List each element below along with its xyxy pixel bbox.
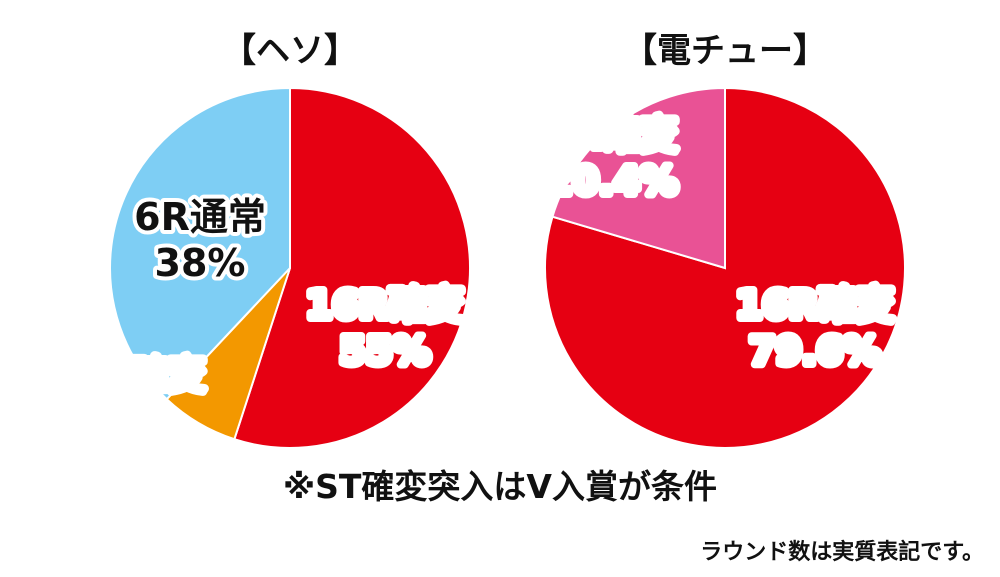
pie-denchu bbox=[544, 86, 906, 449]
pie-slice-0-0 bbox=[233, 86, 471, 449]
pie-slice-1-1 bbox=[551, 86, 726, 270]
slice-label-value-0-0: 55% bbox=[340, 329, 431, 373]
slice-label-name-0-2: 6R通常 bbox=[134, 195, 266, 239]
slice-label-name-0-0: 16R確変 bbox=[306, 283, 464, 327]
rounds-note: ラウンド数は実質表記です。 bbox=[700, 540, 984, 565]
slice-label-name-1-1: 4R確変 bbox=[546, 113, 678, 157]
slice-label-value-0-2: 38% bbox=[155, 241, 246, 285]
chart-title-denchu: 【電チュー】 bbox=[623, 31, 827, 71]
footnote: ※ST確変突入はV入賞が条件 bbox=[283, 467, 717, 506]
slice-label-name-0-1: 6R確変 bbox=[74, 353, 206, 397]
chart-title-heso: 【ヘソ】 bbox=[222, 31, 358, 71]
slice-label-value-1-1: 20.4% bbox=[546, 159, 678, 203]
slice-label-value-1-0: 79.6% bbox=[749, 329, 881, 373]
slice-label-value-0-1: 7% bbox=[108, 399, 173, 443]
pie-slice-0-2 bbox=[109, 86, 291, 401]
slice-label-name-1-0: 16R確変 bbox=[736, 283, 894, 327]
pie-heso bbox=[109, 86, 471, 449]
